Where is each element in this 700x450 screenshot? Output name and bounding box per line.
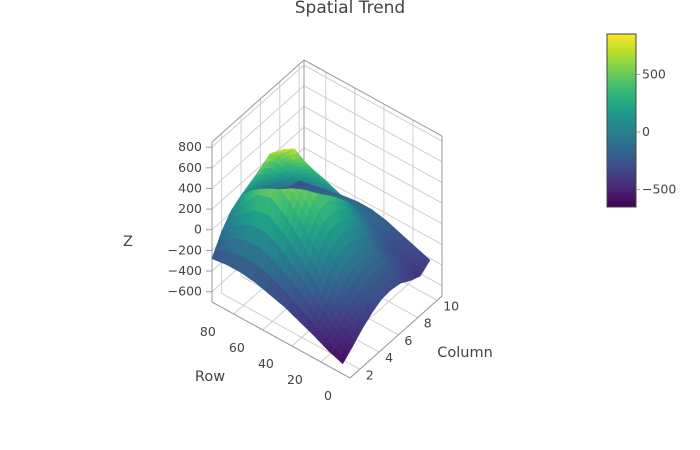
box-edge xyxy=(349,295,443,379)
z-tick-label: −200 xyxy=(168,242,202,257)
colorbar[interactable]: −500 0 500 xyxy=(606,33,676,208)
z-tick-label: 600 xyxy=(178,160,202,175)
z-gridline xyxy=(303,85,443,163)
x-tick-label: 6 xyxy=(404,333,412,348)
colorbar-gradient xyxy=(606,33,637,208)
z-gridline xyxy=(211,64,305,148)
x-axis-title: Column xyxy=(437,345,493,361)
y-tick-label: 40 xyxy=(258,356,274,371)
z-gridline xyxy=(303,147,443,225)
surface-mesh[interactable] xyxy=(211,148,431,365)
z-gridline xyxy=(303,106,443,183)
y-axis-title: Row xyxy=(195,369,225,385)
box-edge xyxy=(211,301,351,379)
z-tick-label: −600 xyxy=(168,284,202,299)
z-tick-label: 0 xyxy=(194,222,202,237)
z-tick-label: 200 xyxy=(178,201,202,216)
colorbar-tick-label: 500 xyxy=(642,66,666,81)
x-tick-label: 4 xyxy=(385,350,393,365)
y-tick-label: 80 xyxy=(200,324,216,339)
x-tick-label: 2 xyxy=(366,367,374,382)
chart-title: Spatial Trend xyxy=(295,0,405,18)
y-tick-label: 0 xyxy=(324,388,332,403)
z-gridline xyxy=(303,64,443,142)
y-tick-label: 60 xyxy=(229,340,245,355)
z-gridline xyxy=(211,126,305,210)
box-edge xyxy=(303,59,443,137)
y-tick-label: 20 xyxy=(287,372,303,387)
x-tick-label: 10 xyxy=(443,298,459,313)
z-tick-label: 400 xyxy=(178,181,202,196)
box-edge xyxy=(211,59,305,143)
colorbar-tick-label: −500 xyxy=(642,182,676,197)
z-gridline xyxy=(303,126,443,204)
colorbar-tick-label: 0 xyxy=(642,124,650,139)
z-gridline xyxy=(303,167,443,245)
z-tick-label: 800 xyxy=(178,139,202,154)
surface-patch xyxy=(421,255,431,266)
z-gridline xyxy=(211,106,305,189)
z-gridline xyxy=(211,85,305,169)
grid-lines xyxy=(211,59,443,379)
z-tick-label: −400 xyxy=(168,263,202,278)
x-tick-label: 8 xyxy=(424,316,432,331)
z-axis-title: Z xyxy=(123,234,133,250)
